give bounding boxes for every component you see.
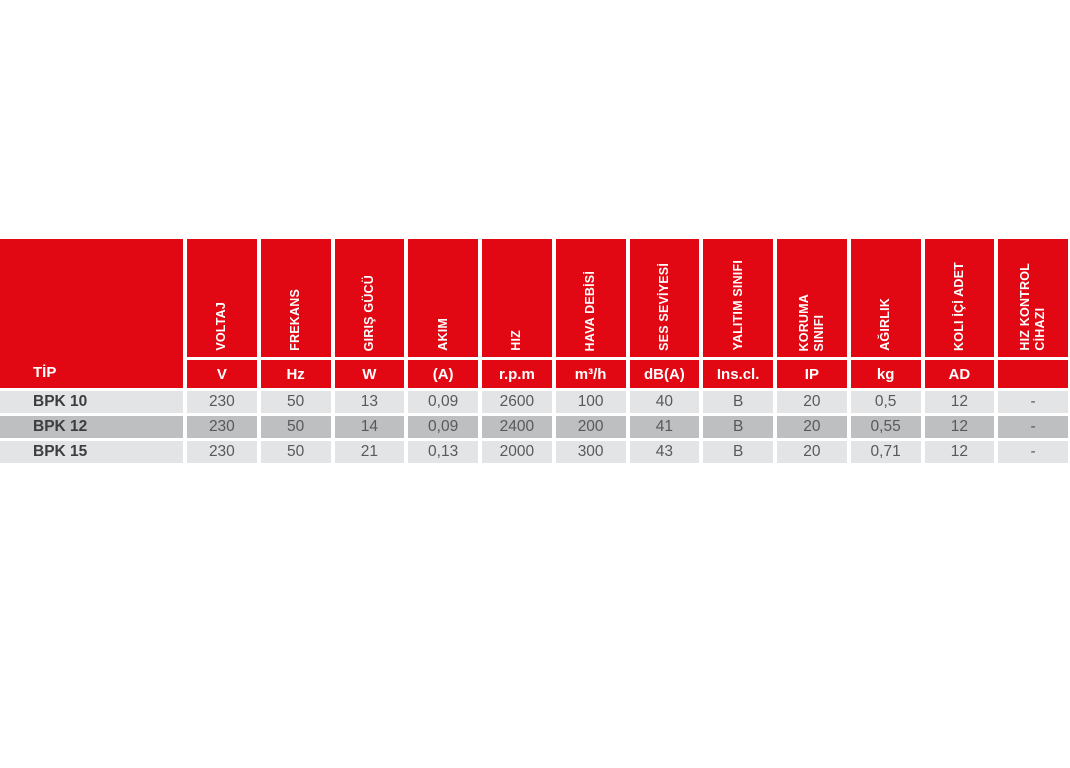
column-header-hiz-kontrol-cihazi: HIZ KONTROL CİHAZI bbox=[998, 239, 1068, 357]
column-unit-hava-debisi: m³/h bbox=[555, 360, 626, 388]
table-cell: 20 bbox=[777, 441, 847, 463]
column-header-giris-gucu: GIRIŞ GÜCÜ bbox=[334, 239, 405, 357]
table-cell: 2000 bbox=[482, 441, 552, 463]
table-cell: 50 bbox=[260, 391, 331, 413]
table-cell: 12 bbox=[924, 416, 995, 438]
column-unit-yalitim-sinifi: Ins.cl. bbox=[703, 360, 773, 388]
column-header-label: HIZ KONTROL CİHAZI bbox=[1018, 263, 1048, 351]
column-header-label: SES SEVİYESİ bbox=[656, 263, 671, 351]
column-unit-frekans: Hz bbox=[260, 360, 331, 388]
table-cell: 50 bbox=[260, 416, 331, 438]
table-cell: B bbox=[703, 391, 773, 413]
column-header-label: AKIM bbox=[435, 318, 450, 351]
column-unit-akim: (A) bbox=[408, 360, 478, 388]
table-cell: - bbox=[998, 391, 1068, 413]
column-header-hiz: HIZ bbox=[482, 239, 552, 357]
row-label: BPK 12 bbox=[0, 416, 183, 438]
column-unit-ses-seviyesi: dB(A) bbox=[629, 360, 700, 388]
table-cell: 13 bbox=[334, 391, 405, 413]
table-cell: 0,13 bbox=[408, 441, 478, 463]
column-unit-koruma-sinifi: IP bbox=[777, 360, 847, 388]
row-label: BPK 15 bbox=[0, 441, 183, 463]
table-cell: 50 bbox=[260, 441, 331, 463]
table-cell: 0,09 bbox=[408, 416, 478, 438]
table-cell: 20 bbox=[777, 391, 847, 413]
column-header-label: AĞIRLIK bbox=[878, 298, 893, 351]
column-header-yalitim-sinifi: YALITIM SINIFI bbox=[703, 239, 773, 357]
table-cell: 20 bbox=[777, 416, 847, 438]
table-cell: 230 bbox=[187, 441, 257, 463]
table-cell: 41 bbox=[629, 416, 700, 438]
column-unit-hiz-kontrol-cihazi bbox=[998, 360, 1068, 388]
table-cell: 0,55 bbox=[850, 416, 921, 438]
table-cell: B bbox=[703, 441, 773, 463]
column-header-koli-ici-adet: KOLI İÇİ ADET bbox=[924, 239, 995, 357]
column-header-koruma-sinifi: KORUMA SINIFI bbox=[777, 239, 847, 357]
column-header-akim: AKIM bbox=[408, 239, 478, 357]
column-header-agirlik: AĞIRLIK bbox=[850, 239, 921, 357]
table-cell: 0,5 bbox=[850, 391, 921, 413]
column-header-label: GIRIŞ GÜCÜ bbox=[361, 274, 376, 351]
table-cell: - bbox=[998, 441, 1068, 463]
table-cell: 21 bbox=[334, 441, 405, 463]
table-cell: 230 bbox=[187, 416, 257, 438]
column-header-label: FREKANS bbox=[288, 289, 303, 351]
tip-column-header: TİP bbox=[0, 239, 183, 388]
column-header-label: KOLI İÇİ ADET bbox=[951, 262, 966, 351]
table-cell: - bbox=[998, 416, 1068, 438]
spec-table: TİP VOLTAJ FREKANS GIRIŞ GÜCÜ AKIM HIZ H… bbox=[0, 239, 1068, 463]
table-cell: B bbox=[703, 416, 773, 438]
column-header-voltaj: VOLTAJ bbox=[187, 239, 257, 357]
column-header-label: HIZ bbox=[509, 330, 524, 351]
table-cell: 100 bbox=[555, 391, 626, 413]
column-unit-koli-ici-adet: AD bbox=[924, 360, 995, 388]
table-cell: 12 bbox=[924, 441, 995, 463]
column-header-label: HAVA DEBİSİ bbox=[583, 270, 598, 351]
column-unit-agirlik: kg bbox=[850, 360, 921, 388]
column-header-label: KORUMA SINIFI bbox=[796, 293, 826, 351]
table-cell: 12 bbox=[924, 391, 995, 413]
table-cell: 2600 bbox=[482, 391, 552, 413]
table-cell: 0,09 bbox=[408, 391, 478, 413]
table-cell: 43 bbox=[629, 441, 700, 463]
table-cell: 0,71 bbox=[850, 441, 921, 463]
column-header-hava-debisi: HAVA DEBİSİ bbox=[555, 239, 626, 357]
column-header-label: YALITIM SINIFI bbox=[730, 260, 745, 351]
table-cell: 40 bbox=[629, 391, 700, 413]
table-cell: 230 bbox=[187, 391, 257, 413]
column-unit-voltaj: V bbox=[187, 360, 257, 388]
row-label: BPK 10 bbox=[0, 391, 183, 413]
table-cell: 2400 bbox=[482, 416, 552, 438]
column-unit-giris-gucu: W bbox=[334, 360, 405, 388]
table-cell: 200 bbox=[555, 416, 626, 438]
column-unit-hiz: r.p.m bbox=[482, 360, 552, 388]
table-cell: 300 bbox=[555, 441, 626, 463]
table-cell: 14 bbox=[334, 416, 405, 438]
column-header-frekans: FREKANS bbox=[260, 239, 331, 357]
column-header-label: VOLTAJ bbox=[214, 302, 229, 351]
column-header-ses-seviyesi: SES SEVİYESİ bbox=[629, 239, 700, 357]
